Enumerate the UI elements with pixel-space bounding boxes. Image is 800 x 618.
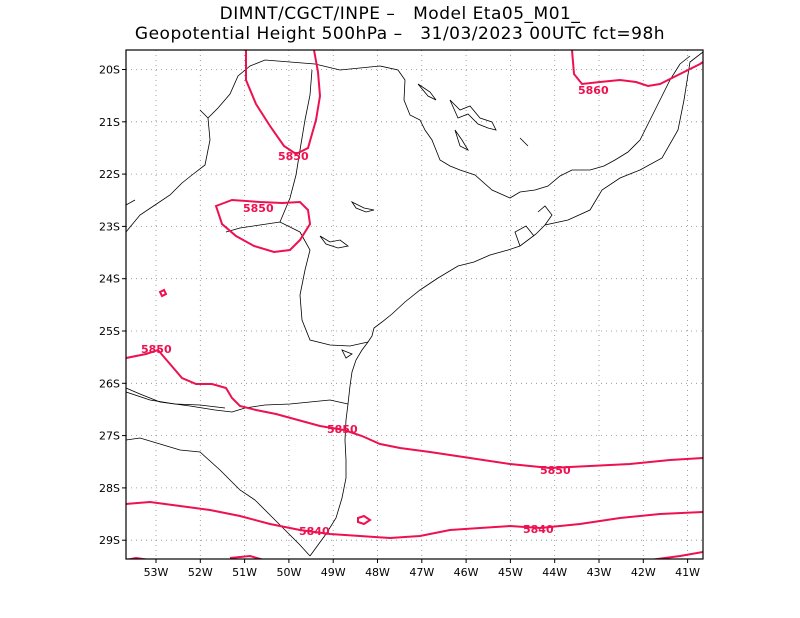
tick-label-lat: 24S xyxy=(99,273,120,286)
contour-label: 5850 xyxy=(278,150,309,163)
contour-5850-main xyxy=(126,348,703,470)
tick-label-lat: 27S xyxy=(99,430,120,443)
state-border xyxy=(126,109,209,206)
state-border xyxy=(225,221,301,233)
tick-label-lon: 45W xyxy=(498,566,523,579)
state-border xyxy=(299,231,369,347)
contour-label: 5840 xyxy=(523,523,554,536)
contour-5850-north xyxy=(245,50,322,156)
contour-5840-small xyxy=(357,514,372,526)
graticule xyxy=(126,50,703,559)
reservoir xyxy=(449,99,497,131)
tick-label-lat: 23S xyxy=(99,220,120,233)
contour-5850-small xyxy=(158,288,168,298)
contour-label: 5850 xyxy=(327,423,358,436)
reservoir xyxy=(341,349,353,359)
state-border xyxy=(126,437,311,557)
contour-south-edge xyxy=(126,556,151,559)
reservoir xyxy=(454,129,470,151)
tick-label-lat: 20S xyxy=(99,64,120,77)
tick-label-lon: 51W xyxy=(232,566,257,579)
axis-ticks: 20S 21S 22S 23S 24S 25S 26S 27S 28S 29S 53W 52W 51W 5… xyxy=(99,64,700,580)
map-frame xyxy=(125,49,704,560)
tick-label-lon: 46W xyxy=(454,566,479,579)
tick-label-lon: 52W xyxy=(188,566,213,579)
contour-label-group: 5850 5850 5860 5850 5850 5850 5840 5840 xyxy=(141,84,609,538)
geopotential-contours xyxy=(126,50,703,559)
tick-label-lon: 43W xyxy=(587,566,612,579)
tick-label-lon: 44W xyxy=(542,566,567,579)
contour-label: 5850 xyxy=(540,464,571,477)
state-border xyxy=(126,387,349,413)
reservoir xyxy=(417,83,437,101)
tick-label-lon: 42W xyxy=(631,566,656,579)
tick-label-lon: 47W xyxy=(409,566,434,579)
tick-label-lat: 25S xyxy=(99,325,120,338)
coastlines-and-borders xyxy=(126,51,703,557)
contour-5860-ne xyxy=(571,50,703,88)
tick-label-lon: 50W xyxy=(276,566,301,579)
contour-label: 5840 xyxy=(299,525,330,538)
tick-label-lat: 29S xyxy=(99,534,120,547)
tick-label-lon: 41W xyxy=(675,566,700,579)
map-title-line1: DIMNT/CGCT/INPE – Model Eta05_M01_ xyxy=(219,4,581,24)
tick-label-lon: 49W xyxy=(321,566,346,579)
tick-label-lat: 21S xyxy=(99,116,120,129)
map-title-line2: Geopotential Height 500hPa – 31/03/2023 … xyxy=(134,24,666,44)
tick-label-lon: 53W xyxy=(144,566,169,579)
coastline-detail xyxy=(514,205,553,247)
state-border xyxy=(126,391,226,409)
contour-label: 5850 xyxy=(141,343,172,356)
reservoir xyxy=(519,137,529,147)
tick-label-lon: 48W xyxy=(365,566,390,579)
contour-label: 5850 xyxy=(243,202,274,215)
state-border xyxy=(279,69,313,223)
contour-5840-main xyxy=(126,500,703,540)
reservoir xyxy=(319,235,349,249)
contour-label: 5860 xyxy=(578,84,609,97)
contour-5850-closed xyxy=(214,198,312,254)
reservoir xyxy=(350,200,375,213)
tick-label-lat: 26S xyxy=(99,377,120,390)
state-border xyxy=(126,55,691,233)
coastline xyxy=(309,51,703,557)
tick-label-lat: 22S xyxy=(99,168,120,181)
tick-label-lat: 28S xyxy=(99,482,120,495)
